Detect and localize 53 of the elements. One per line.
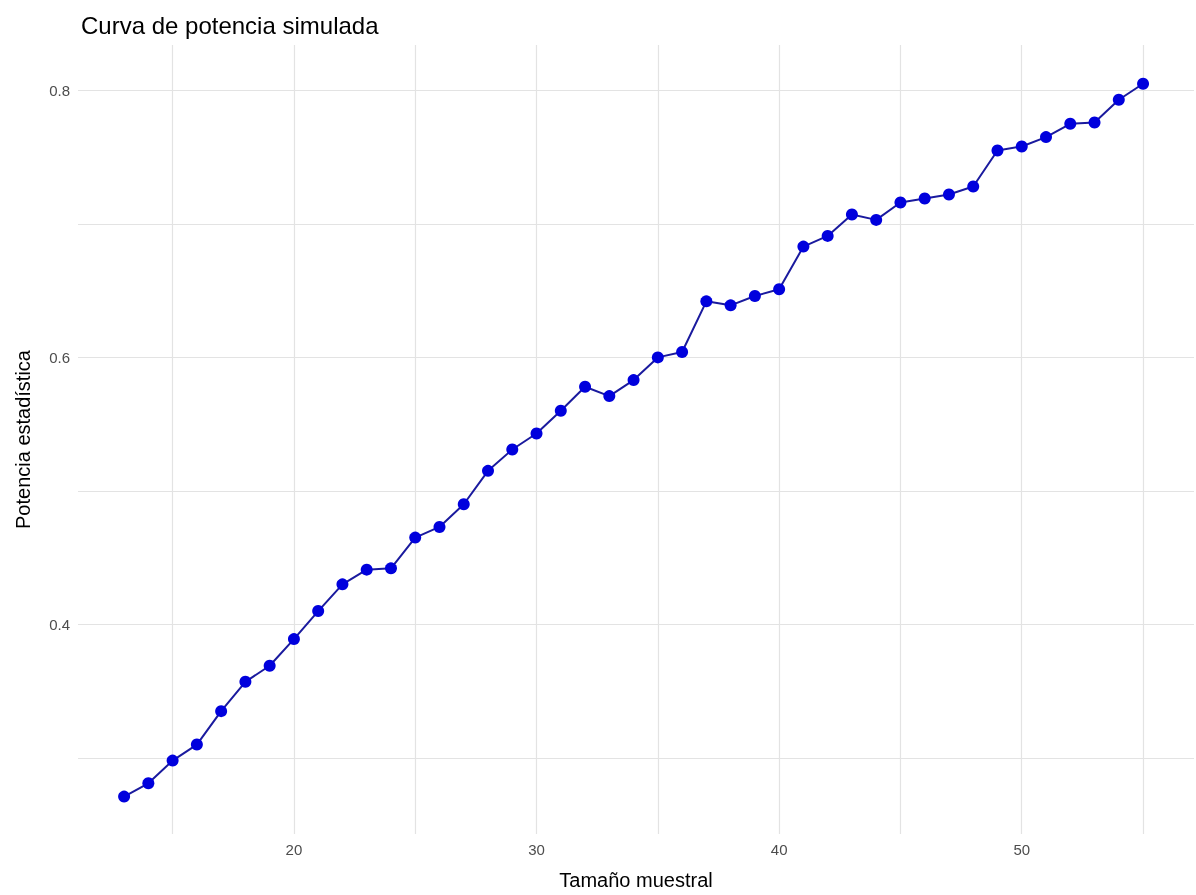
point <box>651 351 664 364</box>
point <box>724 299 737 312</box>
point <box>530 427 543 440</box>
point <box>676 346 689 359</box>
point <box>554 404 567 417</box>
point <box>166 754 179 767</box>
point <box>384 562 397 575</box>
x-axis-title: Tamaño muestral <box>559 869 713 891</box>
point <box>433 520 446 533</box>
point <box>1015 140 1028 153</box>
y-tick-label: 0.4 <box>49 615 70 633</box>
point <box>336 578 349 591</box>
point <box>190 738 203 751</box>
point <box>748 289 761 302</box>
point <box>118 790 131 803</box>
point <box>845 208 858 221</box>
point <box>1088 116 1101 129</box>
point <box>360 563 373 576</box>
point <box>409 531 422 544</box>
y-axis-title: Potencia estadística <box>12 349 34 529</box>
point <box>627 374 640 387</box>
point <box>797 240 810 253</box>
point <box>312 605 325 618</box>
y-tick-label: 0.8 <box>49 81 70 99</box>
x-tick-label: 40 <box>770 841 788 858</box>
x-tick-label: 50 <box>1013 841 1031 858</box>
point <box>1064 117 1077 130</box>
point <box>603 390 616 403</box>
point <box>918 192 931 205</box>
y-tick-label: 0.6 <box>49 348 70 366</box>
point <box>942 188 955 201</box>
point <box>1040 131 1053 144</box>
point <box>700 295 713 308</box>
point <box>967 180 980 193</box>
point <box>579 380 592 393</box>
point <box>991 144 1004 157</box>
point <box>506 443 519 456</box>
point <box>773 283 786 296</box>
x-tick-label: 30 <box>528 841 545 858</box>
point <box>870 213 883 226</box>
chart-title: Curva de potencia simulada <box>81 11 380 39</box>
point <box>457 498 470 511</box>
point <box>263 659 276 672</box>
point <box>142 777 155 790</box>
point <box>1112 93 1125 106</box>
point <box>239 675 252 688</box>
x-tick-label: 20 <box>285 841 303 858</box>
point <box>215 705 228 718</box>
point <box>482 464 495 477</box>
point <box>1137 77 1150 90</box>
point <box>821 229 834 242</box>
point <box>894 196 907 209</box>
point <box>287 633 300 646</box>
